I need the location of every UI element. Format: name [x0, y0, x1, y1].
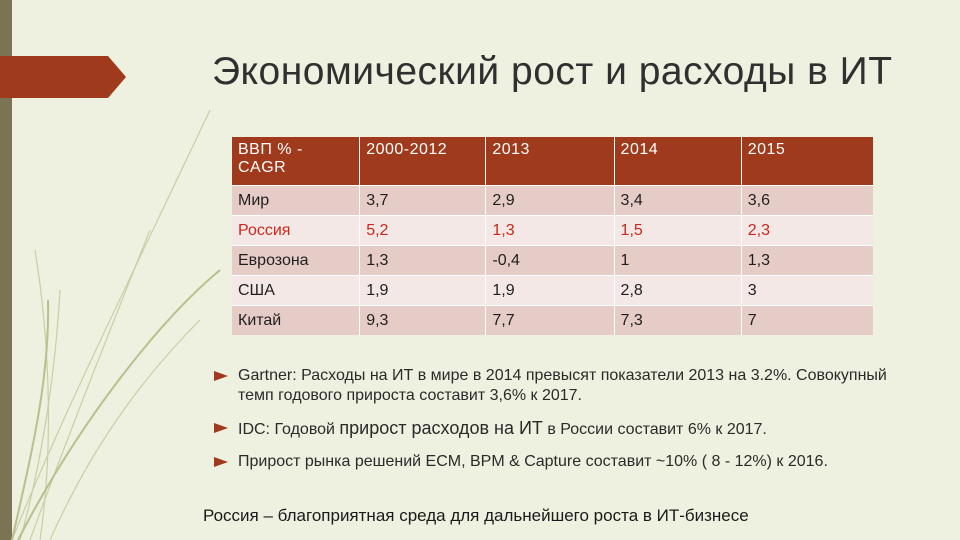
table-cell: 7,7: [485, 305, 615, 335]
table-cell: Еврозона: [232, 245, 361, 276]
bullet-list: Gartner: Расходы на ИТ в мире в 2014 пре…: [212, 366, 912, 484]
bullet-text: Gartner: Расходы на ИТ в мире в 2014 пре…: [238, 367, 887, 404]
table-cell: -0,4: [485, 245, 615, 276]
table-cell: США: [232, 275, 361, 306]
table-header-cell: ВВП % - CAGR: [232, 137, 361, 186]
conclusion-text: Россия – благоприятная среда для дальней…: [203, 506, 749, 525]
table-row: Еврозона 1,3 -0,4 1 1,3: [232, 245, 873, 276]
bullet-item-ecm: Прирост рынка решений ECM, BPM & Capture…: [212, 452, 912, 472]
table-cell: Россия: [232, 215, 361, 246]
table-cell: 1,3: [485, 215, 615, 246]
table-cell: Китай: [232, 305, 361, 335]
table-row: США 1,9 1,9 2,8 3: [232, 275, 873, 306]
table-cell: 9,3: [359, 305, 487, 335]
table-cell: 2,8: [614, 275, 742, 306]
table-row: Мир 3,7 2,9 3,4 3,6: [232, 185, 873, 216]
table-header-cell: 2014: [614, 137, 742, 186]
bullet-arrow-icon: [214, 371, 228, 381]
bullet-text-part: в России составит 6% к 2017.: [542, 421, 767, 438]
table-cell: 3: [741, 275, 873, 306]
bullet-text-part: IDC: Годовой: [238, 421, 340, 438]
table-cell: 2,3: [741, 215, 873, 246]
bullet-item-idc: IDC: Годовой прирост расходов на ИТ в Ро…: [212, 418, 912, 440]
table-cell: 3,6: [741, 185, 873, 216]
bullet-item-gartner: Gartner: Расходы на ИТ в мире в 2014 пре…: [212, 366, 912, 406]
slide-title: Экономический рост и расходы в ИТ: [212, 50, 893, 93]
table-cell: Мир: [232, 185, 361, 216]
bullet-arrow-icon: [214, 457, 228, 467]
title-arrow-shape: [0, 56, 126, 98]
table-header-cell: 2013: [485, 137, 615, 186]
bullet-text: Прирост рынка решений ECM, BPM & Capture…: [238, 453, 828, 470]
table-header-cell: 2000-2012: [359, 137, 487, 186]
bullet-text-emphasis: прирост расходов на ИТ: [339, 418, 543, 438]
table-row: Китай 9,3 7,7 7,3 7: [232, 305, 873, 335]
bullet-arrow-icon: [214, 423, 228, 433]
table-row-highlighted: Россия 5,2 1,3 1,5 2,3: [232, 215, 873, 246]
table-header-cell: 2015: [741, 137, 873, 186]
table-cell: 1: [614, 245, 742, 276]
table-cell: 5,2: [359, 215, 487, 246]
left-decor-bar: [0, 0, 12, 540]
table-cell: 3,4: [614, 185, 742, 216]
table-header-row: ВВП % - CAGR 2000-2012 2013 2014 2015: [232, 137, 873, 186]
table-cell: 7: [741, 305, 873, 335]
table-cell: 1,5: [614, 215, 742, 246]
table-cell: 1,3: [741, 245, 873, 276]
gdp-table: ВВП % - CAGR 2000-2012 2013 2014 2015 Ми…: [232, 137, 873, 335]
table-cell: 1,9: [359, 275, 487, 306]
table-cell: 7,3: [614, 305, 742, 335]
table-cell: 2,9: [485, 185, 615, 216]
table-cell: 1,3: [359, 245, 487, 276]
table-cell: 1,9: [485, 275, 615, 306]
table-cell: 3,7: [359, 185, 487, 216]
